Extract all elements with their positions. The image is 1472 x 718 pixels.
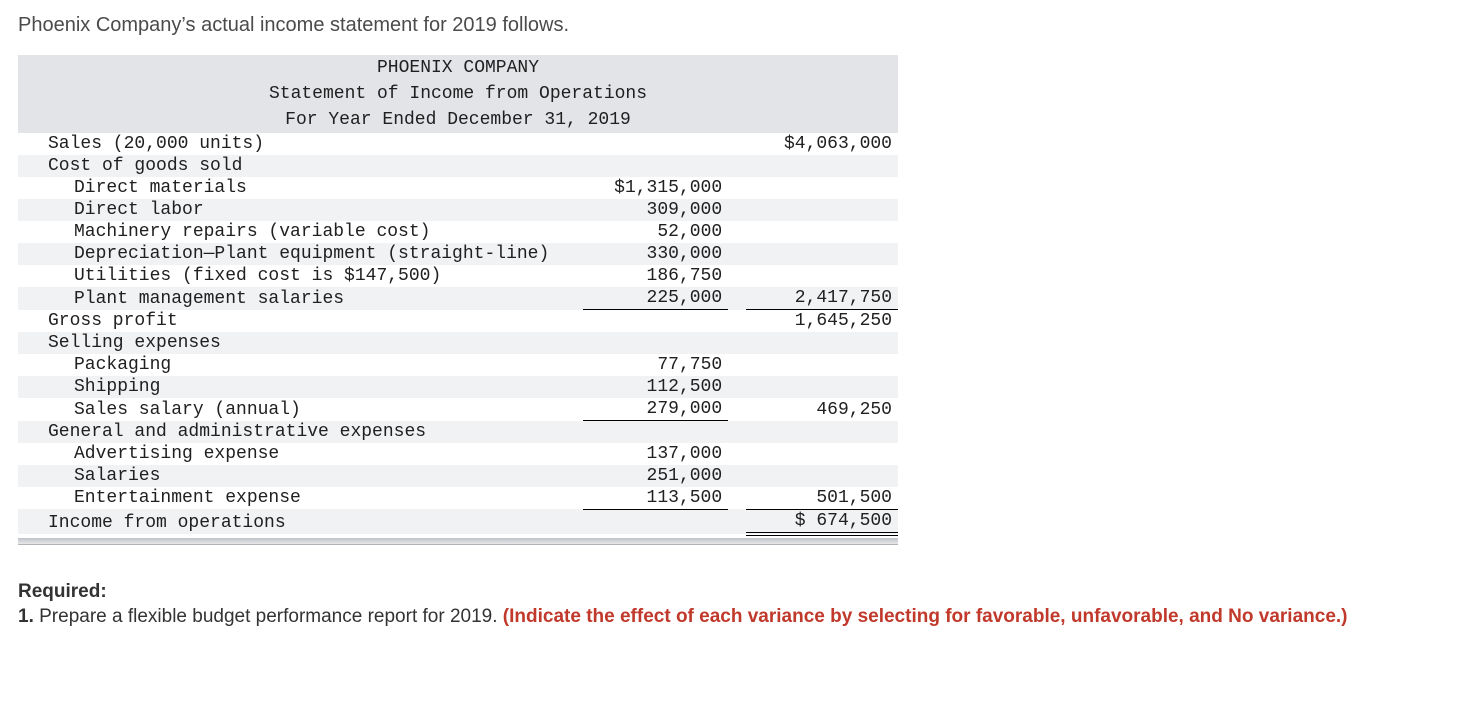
row-adv: Advertising expense 137,000	[18, 443, 898, 465]
lbl-dl: Direct labor	[18, 199, 583, 221]
lbl-income: Income from operations	[18, 509, 583, 534]
a-adv: 137,000	[583, 443, 729, 465]
lbl-adv: Advertising expense	[18, 443, 583, 465]
a-sal: 251,000	[583, 465, 729, 487]
b-sales: $4,063,000	[746, 133, 898, 155]
lbl-ship: Shipping	[18, 376, 583, 398]
lbl-repairs: Machinery repairs (variable cost)	[18, 221, 583, 243]
row-repairs: Machinery repairs (variable cost) 52,000	[18, 221, 898, 243]
a-depr: 330,000	[583, 243, 729, 265]
row-ship: Shipping 112,500	[18, 376, 898, 398]
b-gp: 1,645,250	[746, 310, 898, 333]
lbl-util: Utilities (fixed cost is $147,500)	[18, 265, 583, 287]
a-util: 186,750	[583, 265, 729, 287]
intro-text: Phoenix Company’s actual income statemen…	[18, 14, 1454, 37]
q-text: Prepare a flexible budget performance re…	[39, 606, 503, 627]
a-ship: 112,500	[583, 376, 729, 398]
row-ent: Entertainment expense 113,500 501,500	[18, 487, 898, 510]
row-pack: Packaging 77,750	[18, 354, 898, 376]
row-dm: Direct materials $1,315,000	[18, 177, 898, 199]
required-heading: Required:	[18, 581, 107, 602]
b-pms: 2,417,750	[746, 287, 898, 310]
lbl-gp: Gross profit	[18, 310, 583, 333]
a-sales	[583, 133, 729, 155]
row-sal: Salaries 251,000	[18, 465, 898, 487]
row-income: Income from operations $ 674,500	[18, 509, 898, 534]
a-ent: 113,500	[583, 487, 729, 510]
row-sales: Sales (20,000 units) $4,063,000	[18, 133, 898, 155]
lbl-sal: Salaries	[18, 465, 583, 487]
row-dl: Direct labor 309,000	[18, 199, 898, 221]
row-sellhdr: Selling expenses	[18, 332, 898, 354]
row-gahdr: General and administrative expenses	[18, 421, 898, 443]
table-scrollbar-decor	[18, 538, 898, 545]
a-dm: $1,315,000	[583, 177, 729, 199]
row-util: Utilities (fixed cost is $147,500) 186,7…	[18, 265, 898, 287]
lbl-pack: Packaging	[18, 354, 583, 376]
lbl-sales: Sales (20,000 units)	[18, 133, 583, 155]
a-repairs: 52,000	[583, 221, 729, 243]
a-pack: 77,750	[583, 354, 729, 376]
row-depr: Depreciation—Plant equipment (straight-l…	[18, 243, 898, 265]
b-ssalary: 469,250	[746, 398, 898, 421]
row-gp: Gross profit 1,645,250	[18, 310, 898, 333]
income-statement-table: PHOENIX COMPANY Statement of Income from…	[18, 55, 898, 536]
a-pms: 225,000	[583, 287, 729, 310]
lbl-sellhdr: Selling expenses	[18, 332, 583, 354]
lbl-ent: Entertainment expense	[18, 487, 583, 510]
b-ent: 501,500	[746, 487, 898, 510]
row-cogs: Cost of goods sold	[18, 155, 898, 177]
hdr-company: PHOENIX COMPANY	[18, 55, 898, 81]
lbl-cogs: Cost of goods sold	[18, 155, 583, 177]
row-pms: Plant management salaries 225,000 2,417,…	[18, 287, 898, 310]
required-section: Required: 1. Prepare a flexible budget p…	[18, 579, 1454, 630]
lbl-gahdr: General and administrative expenses	[18, 421, 583, 443]
lbl-dm: Direct materials	[18, 177, 583, 199]
b-income: $ 674,500	[746, 509, 898, 534]
q-instruction: (Indicate the effect of each variance by…	[503, 606, 1348, 627]
lbl-depr: Depreciation—Plant equipment (straight-l…	[18, 243, 583, 265]
hdr-period: For Year Ended December 31, 2019	[18, 107, 898, 133]
lbl-ssalary: Sales salary (annual)	[18, 398, 583, 421]
q-prefix: 1.	[18, 606, 39, 627]
a-ssalary: 279,000	[583, 398, 729, 421]
lbl-pms: Plant management salaries	[18, 287, 583, 310]
a-dl: 309,000	[583, 199, 729, 221]
hdr-title: Statement of Income from Operations	[18, 81, 898, 107]
row-ssalary: Sales salary (annual) 279,000 469,250	[18, 398, 898, 421]
